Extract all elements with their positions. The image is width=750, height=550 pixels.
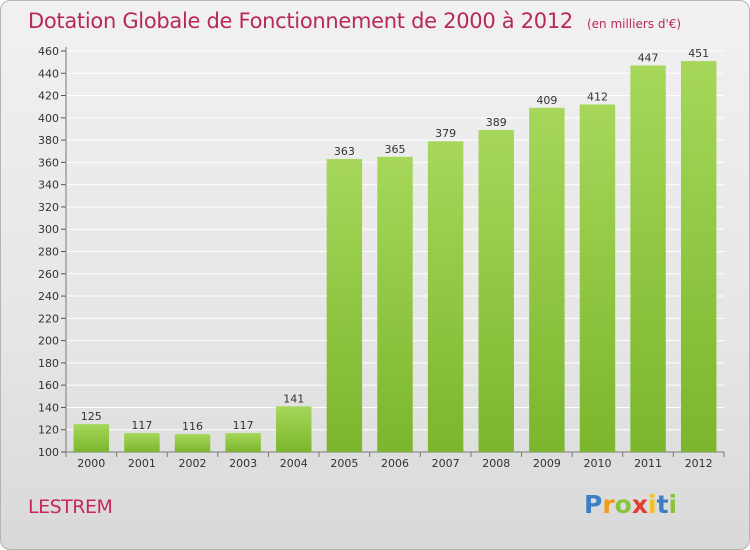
y-tick-label: 240: [38, 290, 59, 303]
data-label: 363: [334, 145, 355, 158]
y-tick-label: 380: [38, 134, 59, 147]
x-tick-label: 2002: [179, 457, 207, 470]
data-labels: 125 117 116 117 141 363 365 379 389 409 412 447 451: [81, 47, 709, 433]
logo-letter: x: [631, 490, 648, 519]
y-tick-label: 140: [38, 401, 59, 414]
bar: [377, 156, 413, 452]
bar: [326, 159, 363, 452]
data-label: 389: [486, 116, 507, 129]
data-label: 141: [283, 392, 304, 405]
y-tick-label: 400: [38, 112, 59, 125]
data-label: 451: [688, 47, 709, 60]
x-tick-label: 2010: [583, 457, 611, 470]
logo-letter: P: [584, 490, 603, 519]
x-tick-label: 2004: [280, 457, 308, 470]
bar: [579, 104, 616, 452]
y-tick-label: 160: [38, 379, 59, 392]
data-label: 379: [435, 127, 456, 140]
logo-letter: i: [648, 490, 657, 519]
x-tick-label: 2009: [533, 457, 561, 470]
x-tick-label: 2011: [634, 457, 662, 470]
chart-title: Dotation Globale de Fonctionnement de 20…: [28, 9, 573, 33]
x-tick-label: 2003: [229, 457, 257, 470]
logo-letter: o: [614, 490, 632, 519]
commune-name: LESTREM: [28, 496, 113, 518]
proxiti-logo[interactable]: Proxiti: [584, 490, 677, 519]
data-label: 447: [638, 51, 659, 64]
x-tick-label: 2000: [77, 457, 105, 470]
data-label: 125: [81, 410, 102, 423]
bar: [276, 406, 312, 452]
bars: [73, 61, 717, 453]
data-label: 409: [536, 94, 557, 107]
y-tick-label: 260: [38, 268, 59, 281]
bar: [427, 141, 464, 452]
data-label: 116: [182, 420, 203, 433]
y-tick-label: 280: [38, 246, 59, 259]
x-tick-label: 2008: [482, 457, 510, 470]
y-tick-label: 420: [38, 90, 59, 103]
y-tick-label: 460: [38, 45, 59, 58]
x-tick-label: 2007: [432, 457, 460, 470]
axes: 100 120 140 160 180 200 220 240 260 280 300 320 340 3…: [38, 45, 725, 470]
data-label: 117: [233, 419, 254, 432]
bar: [630, 65, 666, 452]
x-tick-label: 2005: [330, 457, 358, 470]
chart-title-row: Dotation Globale de Fonctionnement de 20…: [28, 9, 681, 33]
bar: [225, 433, 261, 452]
logo-letter: t: [656, 490, 669, 519]
data-label: 412: [587, 90, 608, 103]
x-tick-label: 2006: [381, 457, 409, 470]
logo-letter: r: [602, 490, 615, 519]
chart-subtitle: (en milliers d'€): [586, 17, 682, 31]
bar: [174, 434, 211, 452]
x-tick-label: 2012: [685, 457, 713, 470]
y-tick-label: 220: [38, 312, 59, 325]
y-tick-label: 200: [38, 335, 59, 348]
bar: [124, 433, 160, 452]
logo-letter: i: [668, 490, 678, 519]
y-tick-label: 340: [38, 179, 59, 192]
x-tick-label: 2001: [128, 457, 156, 470]
y-tick-label: 180: [38, 357, 59, 370]
y-tick-label: 320: [38, 201, 59, 214]
data-label: 365: [385, 143, 406, 156]
y-tick-label: 440: [38, 67, 59, 80]
bar: [529, 107, 565, 452]
y-tick-label: 360: [38, 156, 59, 169]
bar: [73, 424, 110, 452]
y-tick-label: 300: [38, 223, 59, 236]
y-tick-label: 120: [38, 424, 59, 437]
y-tick-label: 100: [38, 446, 59, 459]
data-label: 117: [131, 419, 152, 432]
bar: [680, 61, 717, 453]
bar: [478, 130, 514, 452]
